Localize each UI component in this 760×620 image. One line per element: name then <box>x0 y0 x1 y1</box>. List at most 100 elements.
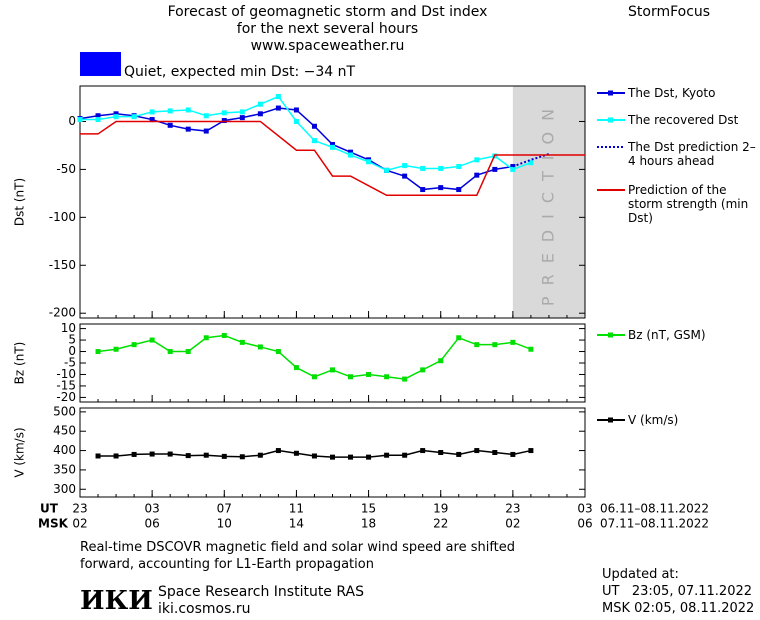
logo: ИКИ <box>80 586 153 616</box>
prediction-region <box>512 86 585 318</box>
point <box>384 452 390 458</box>
point <box>221 110 227 116</box>
legend-marker <box>608 332 613 338</box>
point <box>420 448 426 454</box>
point <box>185 126 191 132</box>
point <box>402 376 408 382</box>
point <box>185 453 191 459</box>
y-tick-label: -150 <box>49 258 76 272</box>
point <box>366 371 372 377</box>
point <box>203 128 209 134</box>
point <box>420 165 426 171</box>
point <box>528 448 534 454</box>
point <box>131 451 137 457</box>
point <box>239 109 245 115</box>
point <box>456 164 462 170</box>
point <box>113 111 119 117</box>
point <box>456 335 462 341</box>
point <box>149 109 155 115</box>
point <box>456 451 462 457</box>
updated-msk: MSK 02:05, 08.11.2022 <box>602 601 755 616</box>
y-tick-label: 300 <box>53 482 76 496</box>
series-line <box>97 334 532 380</box>
y-tick-label: 0 <box>68 114 76 128</box>
series-line <box>80 95 532 172</box>
y-axis-label: V (km/s) <box>13 427 27 477</box>
x-tick-label: 06 <box>577 517 592 531</box>
point <box>510 451 516 457</box>
point <box>510 339 516 345</box>
point <box>185 107 191 113</box>
point <box>492 450 498 455</box>
point <box>438 450 444 455</box>
point <box>221 118 227 124</box>
y-tick-label: 5 <box>68 333 76 347</box>
msk-range: 07.11–08.11.2022 <box>600 517 709 531</box>
point <box>366 159 372 165</box>
legend-label: Prediction of the storm strength (min Ds… <box>628 183 749 225</box>
status: Quiet, expected min Dst: −34 nT <box>124 64 356 80</box>
y-tick-label: 500 <box>53 404 76 418</box>
legend-marker <box>608 90 613 96</box>
point <box>474 157 480 163</box>
point <box>438 165 444 171</box>
point <box>275 105 281 111</box>
x-tick-label: 15 <box>361 502 376 516</box>
point <box>348 454 354 460</box>
point <box>330 141 335 147</box>
x-tick-label: 07 <box>217 502 232 516</box>
point <box>456 187 462 193</box>
title: Forecast of geomagnetic storm and Dst in… <box>167 4 488 20</box>
point <box>330 454 335 460</box>
ut-range: 06.11–08.11.2022 <box>600 502 709 516</box>
point <box>203 452 209 458</box>
ut-label: UT <box>40 502 59 516</box>
site: iki.cosmos.ru <box>158 601 251 617</box>
point <box>402 452 408 458</box>
point <box>113 114 119 120</box>
x-tick-label: 10 <box>217 517 232 531</box>
point <box>149 337 155 343</box>
frame <box>79 407 586 498</box>
site-url: www.spaceweather.ru <box>250 38 405 54</box>
brand: StormFocus <box>628 4 711 20</box>
y-tick-label: -50 <box>56 162 76 176</box>
point <box>311 453 317 459</box>
x-tick-label: 23 <box>505 502 520 516</box>
point <box>77 117 83 123</box>
point <box>95 117 101 123</box>
x-tick-label: 02 <box>72 517 87 531</box>
y-tick-label: 400 <box>53 443 76 457</box>
point <box>221 453 227 459</box>
subtitle: for the next several hours <box>236 21 419 37</box>
updated-title: Updated at: <box>602 567 679 582</box>
legend-label: The Dst, Kyoto <box>628 86 716 100</box>
x-tick-label: 11 <box>289 502 304 516</box>
point <box>203 335 209 341</box>
point <box>384 374 390 380</box>
point <box>330 367 335 373</box>
x-tick-label: 06 <box>145 517 160 531</box>
point <box>402 163 408 169</box>
y-tick-label: 10 <box>61 321 76 335</box>
institute: Space Research Institute RAS <box>158 584 364 600</box>
point <box>257 101 263 107</box>
point <box>239 454 245 460</box>
y-tick-label: 350 <box>53 462 76 476</box>
x-tick-label: 22 <box>433 517 448 531</box>
x-tick-label: 02 <box>505 517 520 531</box>
point <box>311 374 317 380</box>
point <box>257 111 263 117</box>
point <box>330 144 335 150</box>
point <box>131 342 137 348</box>
point <box>149 451 155 457</box>
point <box>528 160 534 166</box>
series-line <box>80 120 585 197</box>
point <box>239 115 245 121</box>
point <box>167 451 173 457</box>
msk-label: MSK <box>38 517 69 531</box>
note: forward, accounting for L1-Earth propaga… <box>80 557 374 572</box>
note: Real-time DSCOVR magnetic field and sola… <box>80 540 516 555</box>
point <box>95 113 101 119</box>
frame <box>79 323 586 403</box>
